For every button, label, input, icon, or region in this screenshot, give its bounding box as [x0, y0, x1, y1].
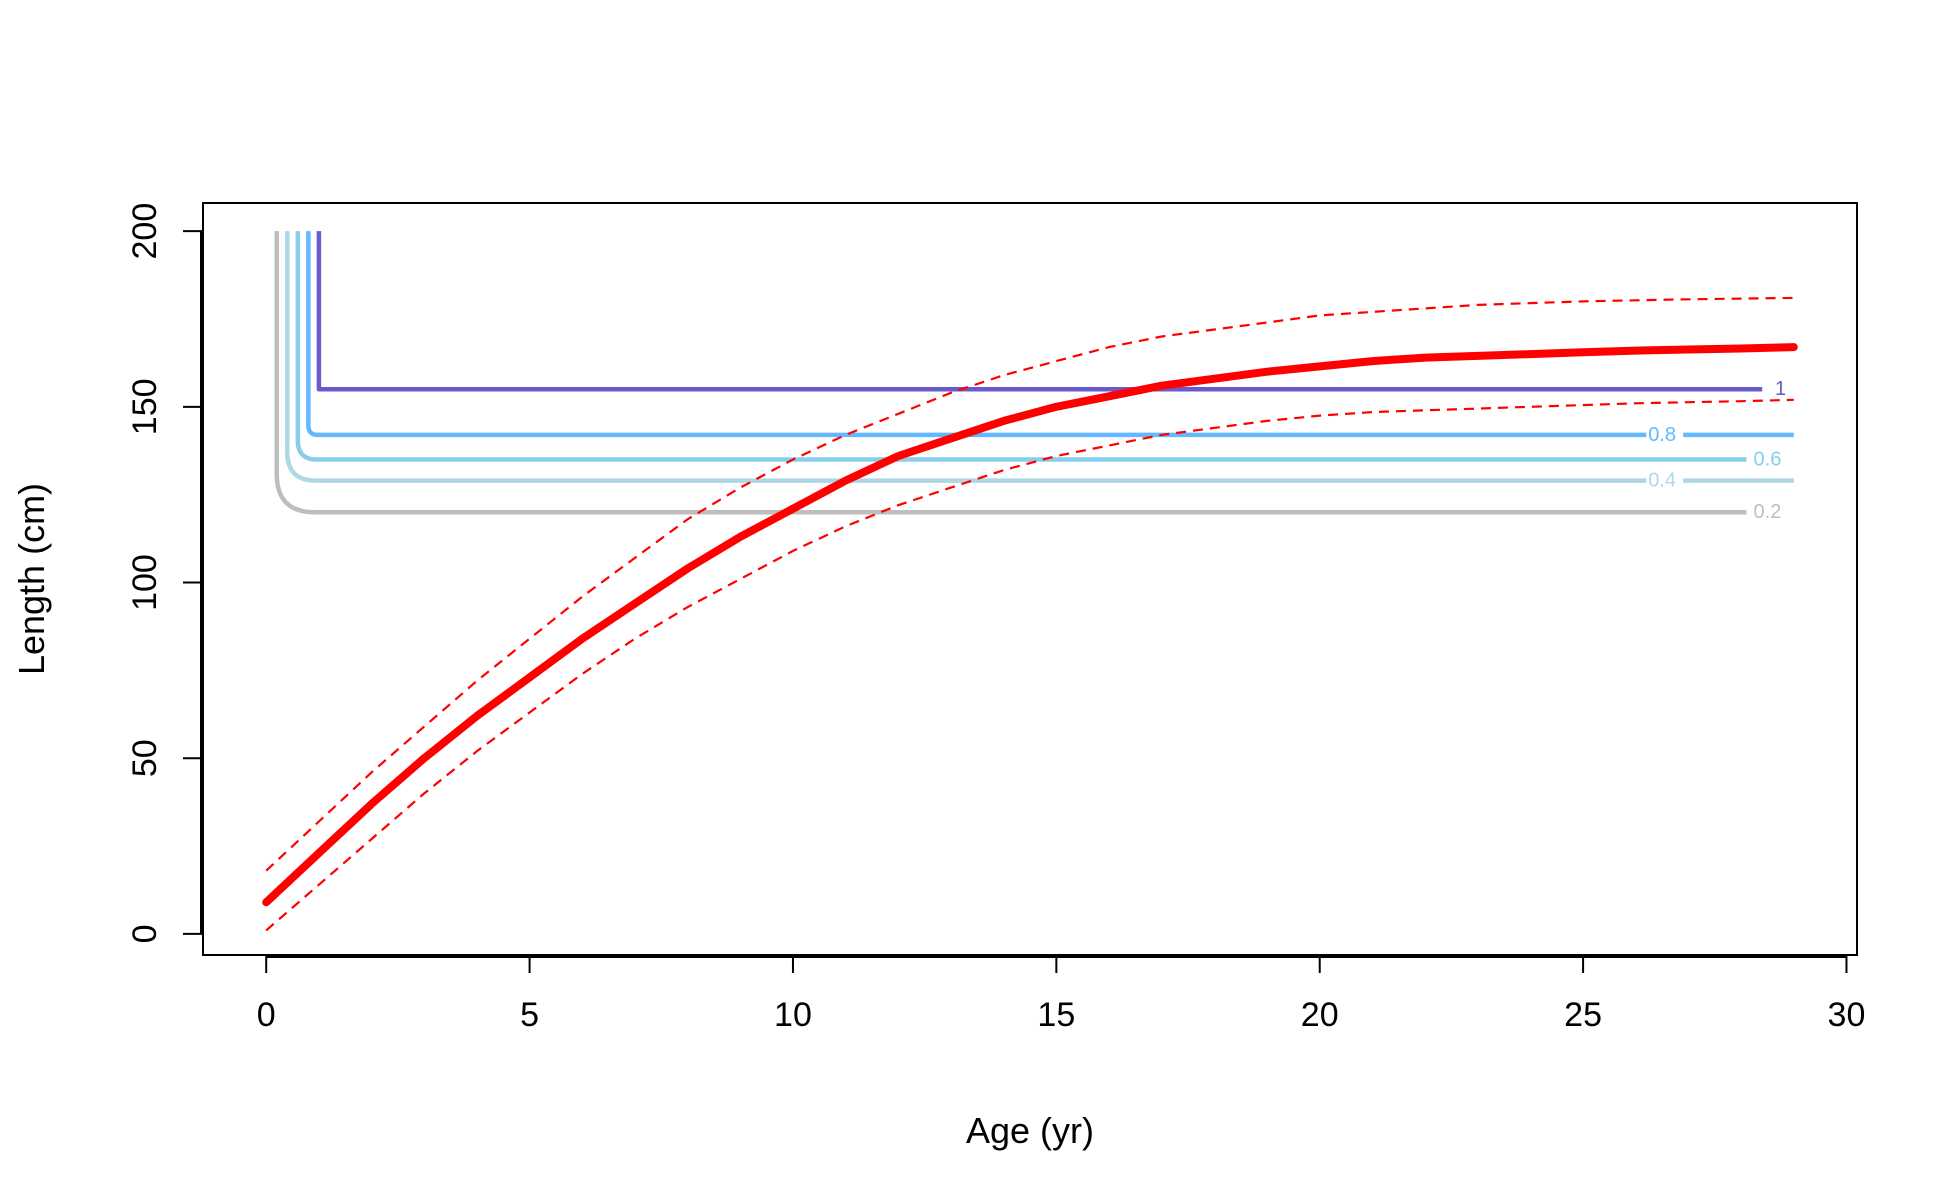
growth-curves: [262, 296, 1798, 932]
y-tick-label: 100: [126, 554, 164, 611]
y-axis-title: Length (cm): [11, 483, 52, 675]
upper-bound-line: [265, 296, 1794, 872]
lower-bound-line: [265, 398, 1794, 932]
contour-line: [274, 231, 1747, 515]
contour-label: 0.2: [1754, 501, 1782, 523]
x-tick-label: 0: [257, 996, 276, 1034]
plot-frame: [202, 202, 1858, 956]
y-tick-label: 150: [126, 378, 164, 435]
x-tick-label: 5: [520, 996, 539, 1034]
x-axis: 0 5 10 15 20 25 30: [257, 955, 1866, 1034]
x-tick-label: 25: [1564, 996, 1602, 1034]
y-tick-label: 200: [126, 203, 164, 260]
x-tick-label: 10: [774, 996, 812, 1034]
contour-line: [295, 231, 1747, 462]
selectivity-contours: 0.2 0.4 0.6 0.8 1: [274, 231, 1794, 523]
x-tick-label: 20: [1301, 996, 1339, 1034]
contour-line: [285, 231, 1647, 483]
y-axis: 0 50 100 150 200: [126, 203, 203, 943]
mean-growth-line: [262, 343, 1798, 907]
contour-label: 0.4: [1648, 470, 1676, 492]
x-axis-title: Age (yr): [966, 1110, 1094, 1151]
contour-line: [306, 231, 1647, 438]
contour-label: 1: [1775, 378, 1786, 400]
y-tick-label: 0: [126, 924, 164, 943]
contour-label: 0.6: [1754, 449, 1782, 471]
contour-label: 0.8: [1648, 424, 1676, 446]
contour-line: [316, 231, 1763, 392]
x-tick-label: 30: [1828, 996, 1866, 1034]
y-tick-label: 50: [126, 739, 164, 777]
x-tick-label: 15: [1037, 996, 1075, 1034]
